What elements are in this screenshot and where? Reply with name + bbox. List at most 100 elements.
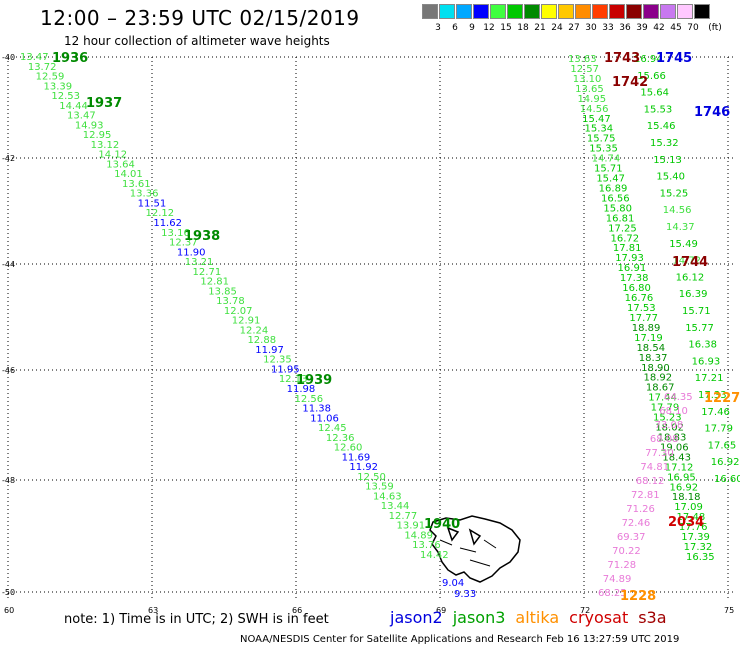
wave-height-label: 73.08 bbox=[655, 420, 684, 431]
wave-height-label: 12.81 bbox=[200, 277, 229, 288]
wave-height-label: 16.39 bbox=[679, 289, 708, 300]
wave-height-label: 18.02 bbox=[655, 423, 684, 434]
legend-swatch bbox=[575, 4, 591, 19]
wave-height-label: 68.12 bbox=[636, 476, 665, 487]
wave-height-label: 13.36 bbox=[130, 189, 159, 200]
lat-label: -44 bbox=[2, 260, 15, 269]
wave-height-label: 71.28 bbox=[607, 560, 636, 571]
wave-height-label: 15.64 bbox=[640, 88, 669, 99]
wave-height-label: 12.12 bbox=[145, 208, 174, 219]
legend-swatch bbox=[677, 4, 693, 19]
wave-height-label: 16.95 bbox=[667, 472, 696, 483]
legend-swatch bbox=[592, 4, 608, 19]
legend-swatch bbox=[456, 4, 472, 19]
wave-height-label: 17.12 bbox=[665, 462, 694, 473]
wave-height-label: 17.79 bbox=[651, 403, 680, 414]
wave-height-label: 17.09 bbox=[674, 502, 703, 513]
island-detail bbox=[439, 539, 497, 567]
legend-swatch bbox=[694, 4, 710, 19]
wave-height-label: 18.67 bbox=[646, 383, 675, 394]
wave-height-label: 14.63 bbox=[373, 491, 402, 502]
wave-height-label: 68.08 bbox=[650, 434, 679, 445]
wave-height-label: 9.04 bbox=[442, 578, 464, 589]
wave-height-label: 16.35 bbox=[686, 552, 715, 563]
satellite-s3a: s3a bbox=[638, 608, 667, 627]
wave-height-label: 16.91 bbox=[618, 263, 647, 274]
wave-height-label: 18.37 bbox=[639, 353, 668, 364]
wave-height-label: 12.53 bbox=[51, 91, 80, 102]
wave-height-label: 17.76 bbox=[679, 522, 708, 533]
wave-height-label: 15.35 bbox=[589, 144, 618, 155]
wave-height-label: 18.18 bbox=[672, 492, 701, 503]
wave-height-label: 16.81 bbox=[606, 213, 635, 224]
wave-height-label: 17.33 bbox=[698, 390, 727, 401]
wave-height-label: 74.89 bbox=[603, 574, 632, 585]
legend-swatch bbox=[643, 4, 659, 19]
legend-label: 30 bbox=[585, 23, 597, 33]
altimeter-tracks-east: 13.6312.5713.1013.6514.9514.5615.4715.34… bbox=[568, 51, 740, 604]
legend-swatch bbox=[439, 4, 455, 19]
wave-height-label: 11.69 bbox=[342, 452, 371, 463]
legend-swatch bbox=[507, 4, 523, 19]
legend-label: 18 bbox=[517, 23, 529, 33]
wave-height-label: 9.33 bbox=[454, 589, 476, 600]
pass-time-label: 1743 bbox=[604, 51, 640, 66]
pass-time-label: 1937 bbox=[86, 96, 122, 111]
wave-height-label: 15.77 bbox=[685, 323, 714, 334]
pass-time-label: 1746 bbox=[694, 105, 730, 120]
wave-height-label: 16.93 bbox=[692, 356, 721, 367]
legend-swatch bbox=[609, 4, 625, 19]
wave-height-label: 17.53 bbox=[627, 303, 656, 314]
wave-height-label: 15.75 bbox=[587, 134, 616, 145]
wave-height-label: 12.24 bbox=[240, 325, 269, 336]
wave-height-label: 13.64 bbox=[106, 159, 135, 170]
wave-height-label: 12.60 bbox=[334, 443, 363, 454]
lat-label: -40 bbox=[2, 53, 15, 62]
wave-height-label: 71.26 bbox=[626, 504, 655, 515]
wave-height-label: 11.90 bbox=[177, 247, 206, 258]
wave-height-label: 11.98 bbox=[287, 384, 316, 395]
wave-height-label: 12.57 bbox=[570, 64, 599, 75]
lon-label: 63 bbox=[148, 606, 158, 615]
wave-height-label: 14.42 bbox=[420, 550, 449, 561]
lat-label: -50 bbox=[2, 588, 15, 597]
wave-height-label: 14.01 bbox=[114, 169, 143, 180]
legend-label: 36 bbox=[619, 23, 631, 33]
pass-time-label: 1744 bbox=[672, 255, 708, 270]
lat-label: -48 bbox=[2, 476, 15, 485]
wave-height-label: 12.59 bbox=[36, 72, 65, 83]
pass-time-label: 1940 bbox=[424, 517, 460, 532]
wave-height-label: 72.81 bbox=[631, 490, 660, 501]
satellite-legend: jason2 jason3 altika cryosat s3a bbox=[390, 608, 677, 627]
wave-height-label: 13.12 bbox=[91, 140, 120, 151]
axis-labels: -40 -42 -44 -46 -48 -50 60 63 66 69 72 75 bbox=[2, 53, 734, 615]
legend-label: 42 bbox=[653, 23, 665, 33]
wave-height-label: 12.36 bbox=[326, 433, 355, 444]
wave-height-label: 17.46 bbox=[701, 407, 730, 418]
legend-swatch bbox=[541, 4, 557, 19]
lat-label: -46 bbox=[2, 366, 15, 375]
wave-height-label: 68.10 bbox=[659, 406, 688, 417]
wave-height-label: 16.56 bbox=[601, 193, 630, 204]
wave-height-label: 11.92 bbox=[349, 462, 378, 473]
wave-height-label: 17.21 bbox=[695, 373, 724, 384]
wave-height-label: 17.38 bbox=[620, 273, 649, 284]
wave-height-label: 13.44 bbox=[381, 501, 410, 512]
wave-height-label: 15.47 bbox=[596, 174, 625, 185]
wave-height-label: 15.40 bbox=[656, 172, 685, 183]
wave-height-label: 16.94 bbox=[634, 54, 663, 65]
wave-height-label: 15.71 bbox=[594, 164, 623, 175]
wave-height-label: 12.50 bbox=[357, 472, 386, 483]
legend-unit: (ft) bbox=[708, 23, 722, 33]
pass-time-label: 1742 bbox=[612, 75, 648, 90]
wave-height-label: 13.76 bbox=[412, 540, 441, 551]
wave-height-label: 18.90 bbox=[641, 363, 670, 374]
legend-label: 24 bbox=[551, 23, 563, 33]
lat-lon-grid bbox=[7, 56, 735, 600]
wave-height-label: 15.66 bbox=[637, 71, 666, 82]
wave-height-label: 17.81 bbox=[613, 243, 642, 254]
legend-swatch bbox=[422, 4, 438, 19]
wave-height-label: 15.80 bbox=[603, 203, 632, 214]
satellite-jason3: jason3 bbox=[452, 608, 506, 627]
wave-height-label: 11.97 bbox=[255, 345, 284, 356]
